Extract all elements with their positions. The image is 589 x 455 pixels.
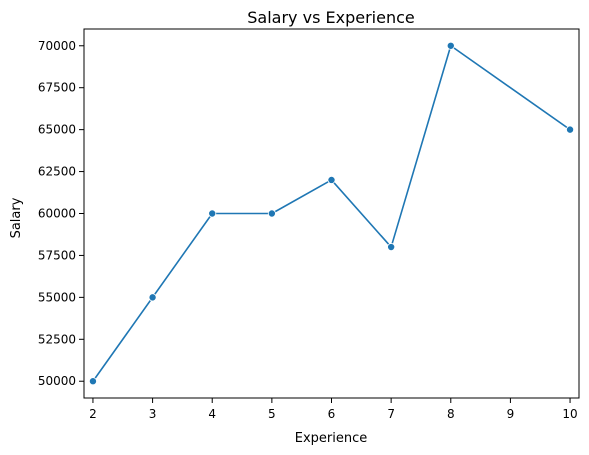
x-tick-label: 4 bbox=[208, 407, 216, 421]
x-tick-label: 2 bbox=[89, 407, 97, 421]
y-axis: 50000 52500 55000 57500 60000 62500 65000 67500… bbox=[38, 39, 84, 388]
y-tick-label: 52500 bbox=[38, 332, 76, 346]
data-point bbox=[566, 125, 575, 134]
data-point bbox=[387, 243, 396, 252]
data-point bbox=[446, 41, 455, 50]
x-axis: 2 3 4 5 6 7 8 9 10 bbox=[89, 398, 578, 421]
x-tick-label: 6 bbox=[328, 407, 336, 421]
data-point bbox=[267, 209, 276, 218]
x-tick-label: 5 bbox=[268, 407, 276, 421]
series-layer bbox=[88, 41, 575, 386]
x-tick-label: 8 bbox=[447, 407, 455, 421]
x-tick-label: 10 bbox=[562, 407, 577, 421]
y-tick-label: 67500 bbox=[38, 81, 76, 95]
data-point bbox=[208, 209, 217, 218]
x-tick-label: 7 bbox=[387, 407, 395, 421]
y-tick-label: 60000 bbox=[38, 207, 76, 221]
y-tick-label: 70000 bbox=[38, 39, 76, 53]
y-tick-label: 50000 bbox=[38, 374, 76, 388]
y-tick-label: 65000 bbox=[38, 123, 76, 137]
x-tick-label: 9 bbox=[507, 407, 515, 421]
y-axis-label: Salary bbox=[9, 197, 24, 238]
y-tick-label: 55000 bbox=[38, 290, 76, 304]
x-tick-label: 3 bbox=[149, 407, 157, 421]
y-tick-label: 57500 bbox=[38, 248, 76, 262]
data-point bbox=[327, 175, 336, 184]
data-point bbox=[148, 293, 157, 302]
series-line bbox=[92, 44, 571, 382]
x-axis-label: Experience bbox=[295, 431, 368, 446]
y-tick-label: 62500 bbox=[38, 165, 76, 179]
chart-title: Salary vs Experience bbox=[247, 8, 414, 27]
data-point bbox=[88, 377, 97, 386]
